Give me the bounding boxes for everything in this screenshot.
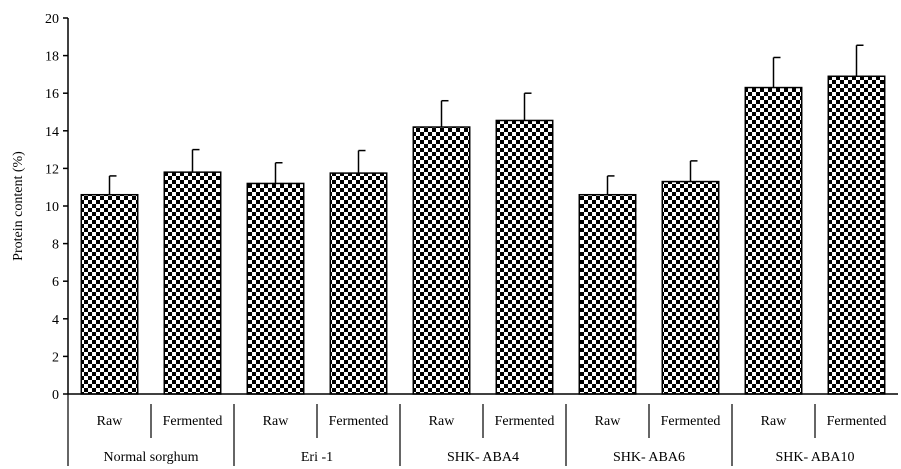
y-tick-label: 14 xyxy=(45,125,59,140)
x-tick-label: Fermented xyxy=(329,414,389,429)
bar xyxy=(246,182,305,395)
y-tick-label: 10 xyxy=(45,200,59,215)
y-tick-label: 16 xyxy=(45,87,59,102)
y-axis-label: Protein content (%) xyxy=(11,151,26,261)
x-tick-label: Fermented xyxy=(163,414,223,429)
bar xyxy=(495,119,554,395)
y-tick-label: 12 xyxy=(45,162,59,177)
y-tick-label: 6 xyxy=(52,275,59,290)
x-tick-label: Fermented xyxy=(495,414,555,429)
x-tick-label: Raw xyxy=(761,414,788,429)
x-tick-label: Raw xyxy=(263,414,290,429)
bar xyxy=(329,172,388,395)
x-tick-label: Fermented xyxy=(661,414,721,429)
y-tick-label: 0 xyxy=(52,388,59,403)
y-tick-label: 2 xyxy=(52,350,59,365)
bars xyxy=(80,44,886,395)
bar xyxy=(744,86,803,395)
y-tick-label: 8 xyxy=(52,238,59,253)
bar xyxy=(661,180,720,395)
group-label: SHK- ABA4 xyxy=(447,450,519,465)
x-tick-label: Fermented xyxy=(827,414,887,429)
y-tick-label: 18 xyxy=(45,50,59,65)
x-tick-label: Raw xyxy=(595,414,622,429)
group-label: SHK- ABA10 xyxy=(776,450,855,465)
group-label: SHK- ABA6 xyxy=(613,450,685,465)
x-axis: Raw Fermented Normal sorghum Raw Fermented Er… xyxy=(67,393,898,466)
group-label: Normal sorghum xyxy=(103,450,198,465)
bar xyxy=(80,193,139,395)
y-axis: 0 2 4 6 8 10 12 14 16 18 20 xyxy=(45,12,69,403)
y-tick-label: 20 xyxy=(45,12,59,27)
bar xyxy=(412,126,471,395)
bar xyxy=(163,171,222,395)
bar xyxy=(578,193,637,395)
y-tick-label: 4 xyxy=(52,313,59,328)
bar xyxy=(827,75,886,395)
x-tick-label: Raw xyxy=(97,414,124,429)
group-label: Eri -1 xyxy=(301,450,333,465)
x-tick-label: Raw xyxy=(429,414,456,429)
